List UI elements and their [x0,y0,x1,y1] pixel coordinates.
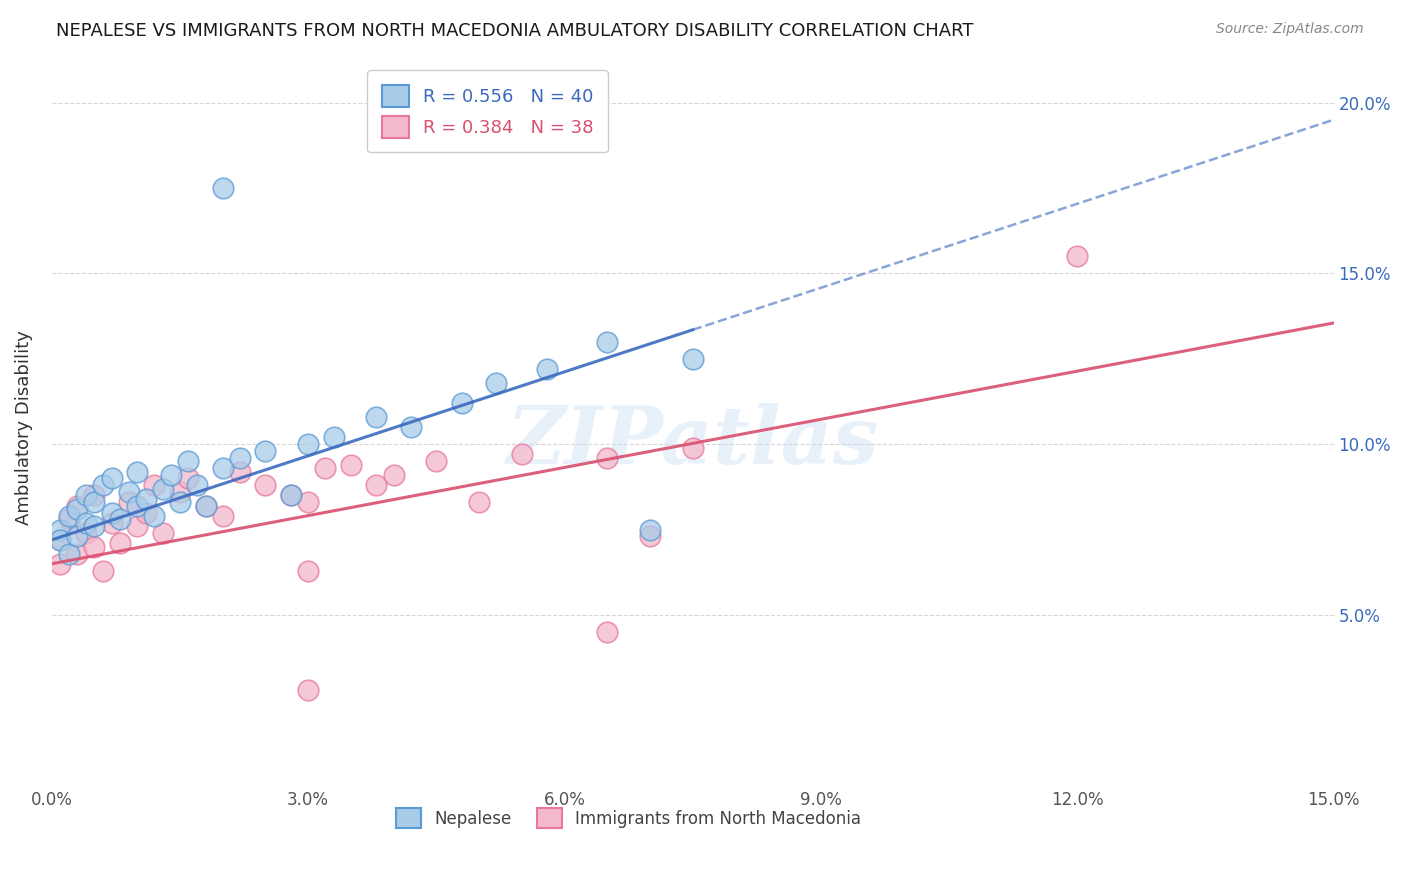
Point [177,471,200,485]
Point [382,467,405,482]
Point [314,461,336,475]
Point [127,519,149,533]
Point [66,529,89,543]
Point [229,465,252,479]
Point [485,376,508,390]
Point [160,467,183,482]
Point [186,478,208,492]
Point [127,465,149,479]
Point [682,441,704,455]
Point [100,516,122,530]
Point [100,506,122,520]
Point [49,533,72,547]
Point [118,495,141,509]
Point [322,430,344,444]
Legend: Nepalese, Immigrants from North Macedonia: Nepalese, Immigrants from North Macedoni… [389,801,868,835]
Point [83,540,105,554]
Point [280,488,302,502]
Text: NEPALESE VS IMMIGRANTS FROM NORTH MACEDONIA AMBULATORY DISABILITY CORRELATION CH: NEPALESE VS IMMIGRANTS FROM NORTH MACEDO… [56,22,974,40]
Point [1066,249,1088,263]
Y-axis label: Ambulatory Disability: Ambulatory Disability [15,330,32,524]
Point [83,519,105,533]
Point [83,488,105,502]
Point [75,488,97,502]
Point [194,499,217,513]
Point [596,625,619,640]
Point [510,448,533,462]
Point [254,444,277,458]
Point [169,485,191,500]
Point [135,506,157,520]
Point [596,450,619,465]
Point [169,495,191,509]
Point [66,499,89,513]
Point [108,536,131,550]
Point [49,523,72,537]
Point [135,491,157,506]
Point [297,437,319,451]
Point [66,502,89,516]
Point [229,450,252,465]
Point [108,512,131,526]
Point [536,362,558,376]
Point [366,409,388,424]
Point [66,547,89,561]
Point [638,529,661,543]
Point [468,495,491,509]
Point [152,482,174,496]
Point [297,683,319,698]
Point [75,526,97,541]
Point [91,564,114,578]
Point [211,181,233,195]
Point [425,454,447,468]
Point [58,508,80,523]
Point [49,557,72,571]
Point [638,523,661,537]
Point [451,396,474,410]
Point [177,454,200,468]
Point [211,461,233,475]
Point [211,508,233,523]
Point [118,485,141,500]
Point [58,547,80,561]
Point [280,488,302,502]
Point [340,458,363,472]
Point [75,516,97,530]
Text: Source: ZipAtlas.com: Source: ZipAtlas.com [1216,22,1364,37]
Point [297,495,319,509]
Point [143,478,166,492]
Point [399,420,422,434]
Point [596,334,619,349]
Point [254,478,277,492]
Point [682,351,704,366]
Point [58,512,80,526]
Point [127,499,149,513]
Point [194,499,217,513]
Point [91,478,114,492]
Point [83,495,105,509]
Point [152,526,174,541]
Text: ZIPatlas: ZIPatlas [506,403,879,480]
Point [143,508,166,523]
Point [297,564,319,578]
Point [366,478,388,492]
Point [49,533,72,547]
Point [100,471,122,485]
